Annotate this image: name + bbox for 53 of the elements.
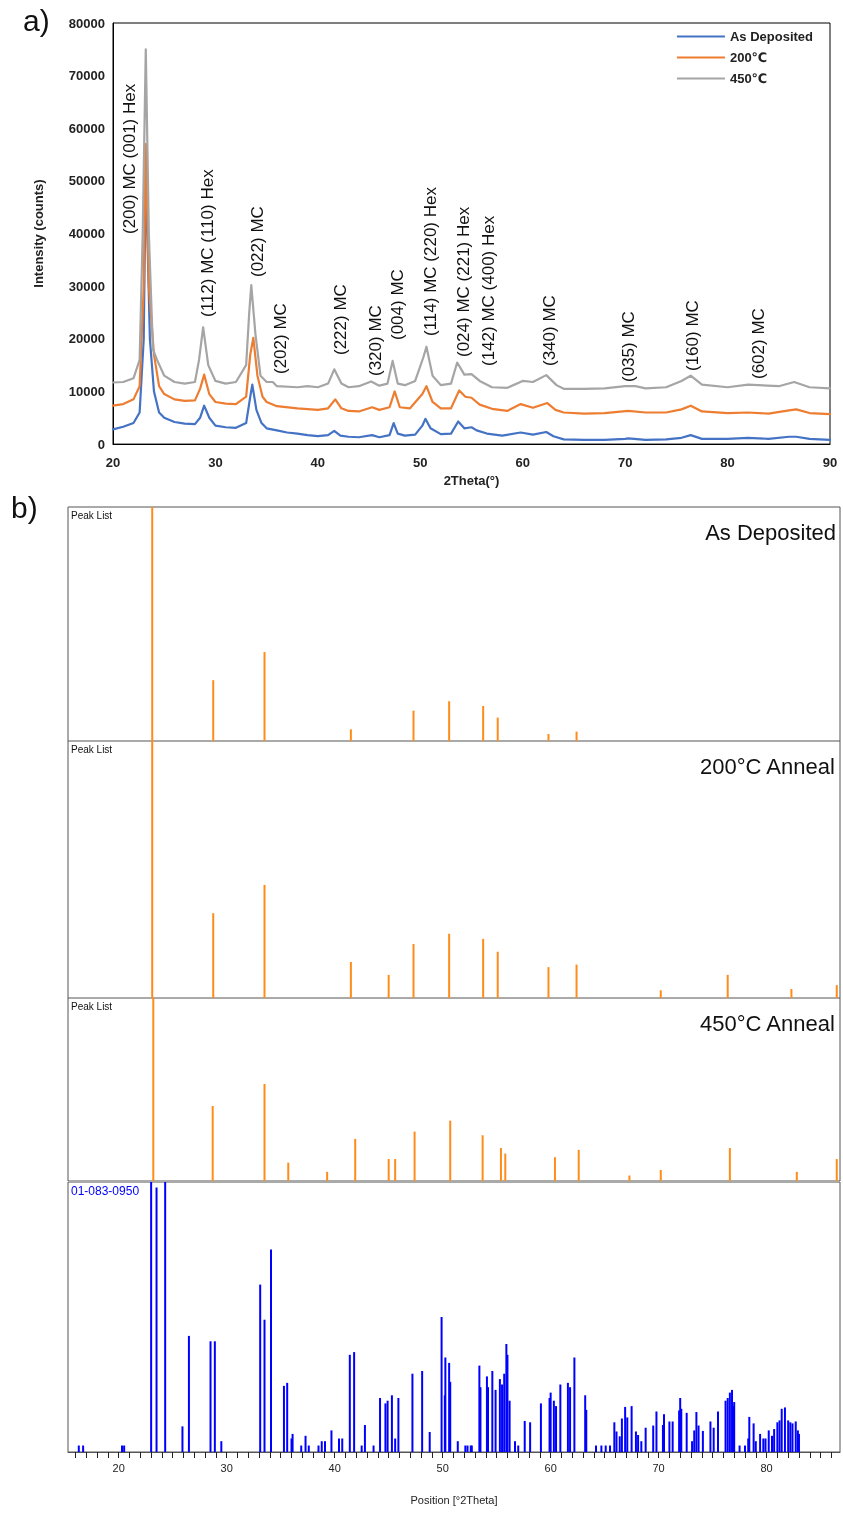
y-tick-label: 60000 <box>68 120 105 136</box>
annotation: (160) MC <box>682 300 702 371</box>
x-tick-label: 20 <box>105 455 121 471</box>
legend-label: 450℃ <box>729 71 768 86</box>
chart-title: b) <box>11 490 38 524</box>
x-tick-label: 40 <box>328 1461 341 1474</box>
annotation: Peak List <box>71 1000 113 1012</box>
annotation: (024) MC (221) Hex <box>453 206 473 357</box>
x-tick-label: 50 <box>436 1461 449 1474</box>
legend-label: As Deposited <box>729 29 814 44</box>
text: 200°C Anneal <box>699 753 835 779</box>
annotation: (340) MC <box>539 295 559 366</box>
chart-title: a) <box>23 3 50 37</box>
x-tick-label: 70 <box>617 455 633 471</box>
y-tick-label: 0 <box>97 436 105 452</box>
annotation: (320) MC <box>365 305 385 376</box>
x-tick-label: 50 <box>413 455 428 471</box>
y-tick-label: 30000 <box>68 278 105 294</box>
x-tick-label: 70 <box>652 1461 665 1474</box>
y-tick-label: 50000 <box>68 173 105 189</box>
annotation: (202) MC <box>270 303 290 374</box>
annotation: (602) MC <box>748 308 768 379</box>
y-tick-label: 10000 <box>68 383 105 399</box>
x-tick-label: 80 <box>720 455 735 471</box>
x-tick-label: 90 <box>822 455 838 471</box>
annotation: (112) MC (110) Hex <box>197 168 217 317</box>
x-tick-label: 40 <box>310 455 326 471</box>
annotation: (222) MC <box>330 284 350 355</box>
x-tick-label: 30 <box>208 455 223 471</box>
x-tick-label: 60 <box>515 455 530 471</box>
x-axis-title: Position [°2Theta] <box>410 1493 498 1506</box>
x-tick-label: 60 <box>544 1461 557 1474</box>
x-tick-label: 20 <box>112 1461 125 1474</box>
annotation: Peak List <box>71 743 113 755</box>
annotation: (200) MC (001) Hex <box>119 83 139 234</box>
annotation: 01-083-0950 <box>71 1184 140 1198</box>
y-axis-title: Intensity (counts) <box>31 179 46 288</box>
y-tick-label: 80000 <box>68 15 105 31</box>
text: 450°C Anneal <box>699 1010 835 1036</box>
annotation: (004) MC <box>387 269 407 340</box>
legend-label: 200℃ <box>729 50 768 65</box>
text: As Deposited <box>705 519 837 545</box>
y-tick-label: 70000 <box>68 68 105 84</box>
annotation: (022) MC <box>247 206 267 277</box>
annotation: (114) MC (220) Hex <box>420 186 440 336</box>
x-axis-title: 2Theta(°) <box>443 473 500 488</box>
annotation: (035) MC <box>618 311 638 382</box>
y-tick-label: 20000 <box>68 331 105 347</box>
x-tick-label: 80 <box>760 1461 773 1474</box>
annotation: (142) MC (400) Hex <box>478 215 498 366</box>
annotation: Peak List <box>71 509 113 521</box>
y-tick-label: 40000 <box>68 226 105 242</box>
x-tick-label: 30 <box>220 1461 233 1474</box>
